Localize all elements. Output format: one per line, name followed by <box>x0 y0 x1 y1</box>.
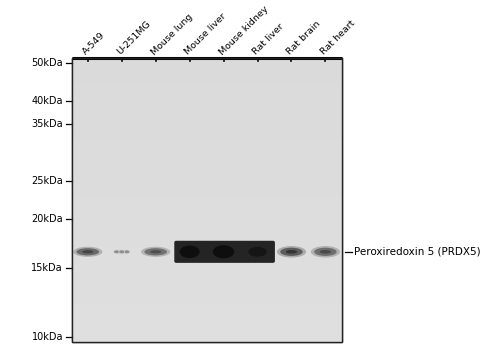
Bar <box>72 191 341 195</box>
Bar <box>72 153 341 158</box>
Bar <box>72 280 341 285</box>
Text: 20kDa: 20kDa <box>31 214 63 224</box>
Text: Mouse kidney: Mouse kidney <box>217 4 269 57</box>
FancyBboxPatch shape <box>174 241 274 263</box>
Bar <box>72 300 341 304</box>
Bar <box>72 125 341 129</box>
Text: 10kDa: 10kDa <box>31 332 63 342</box>
Text: A-549: A-549 <box>81 31 107 57</box>
Ellipse shape <box>314 248 336 256</box>
Bar <box>72 224 341 229</box>
Bar <box>72 262 341 266</box>
Bar <box>72 314 341 318</box>
Bar <box>72 332 341 337</box>
Ellipse shape <box>73 247 102 257</box>
Bar <box>72 115 341 120</box>
Ellipse shape <box>248 247 266 257</box>
Bar <box>72 176 341 181</box>
Text: 25kDa: 25kDa <box>31 176 63 186</box>
Ellipse shape <box>285 250 297 254</box>
Ellipse shape <box>212 245 234 258</box>
Bar <box>72 96 341 101</box>
Bar <box>72 233 341 238</box>
Bar <box>72 309 341 314</box>
Bar <box>72 276 341 280</box>
Bar <box>72 219 341 224</box>
Bar <box>72 101 341 106</box>
Bar <box>72 162 341 167</box>
Text: 40kDa: 40kDa <box>31 96 63 106</box>
Bar <box>72 77 341 82</box>
Text: Rat brain: Rat brain <box>285 20 321 57</box>
Bar <box>72 134 341 139</box>
Bar <box>72 58 341 63</box>
Bar <box>72 139 341 144</box>
Text: 15kDa: 15kDa <box>31 263 63 273</box>
Ellipse shape <box>310 246 339 258</box>
Bar <box>72 111 341 115</box>
Bar <box>72 144 341 148</box>
Bar <box>72 158 341 162</box>
Ellipse shape <box>124 250 129 253</box>
Bar <box>72 63 341 68</box>
Ellipse shape <box>76 248 99 256</box>
Bar <box>72 205 341 210</box>
Bar <box>72 318 341 323</box>
Text: Mouse liver: Mouse liver <box>183 12 227 57</box>
Bar <box>72 323 341 328</box>
Ellipse shape <box>114 250 119 253</box>
Ellipse shape <box>144 248 166 256</box>
Ellipse shape <box>141 247 170 257</box>
Bar <box>72 252 341 257</box>
Ellipse shape <box>276 246 305 258</box>
Bar <box>72 271 341 276</box>
Bar <box>72 290 341 294</box>
Bar <box>72 195 341 200</box>
Ellipse shape <box>179 246 199 258</box>
Bar <box>72 304 341 309</box>
Bar <box>72 285 341 290</box>
Bar <box>72 328 341 332</box>
Bar <box>72 91 341 96</box>
Bar <box>72 210 341 214</box>
Bar <box>72 129 341 134</box>
Ellipse shape <box>114 250 129 254</box>
Bar <box>72 238 341 243</box>
Bar <box>72 257 341 262</box>
Ellipse shape <box>119 250 124 253</box>
Bar <box>72 266 341 271</box>
Bar <box>72 73 341 77</box>
Bar <box>72 106 341 111</box>
Text: U-251MG: U-251MG <box>115 19 152 57</box>
Ellipse shape <box>112 249 131 255</box>
Bar <box>72 120 341 125</box>
Bar <box>72 247 341 252</box>
Text: Mouse lung: Mouse lung <box>149 12 194 57</box>
Bar <box>72 58 341 342</box>
Text: Peroxiredoxin 5 (PRDX5): Peroxiredoxin 5 (PRDX5) <box>353 247 480 257</box>
Bar <box>72 172 341 176</box>
Bar <box>72 294 341 300</box>
Bar <box>72 243 341 247</box>
Bar <box>72 229 341 233</box>
Bar <box>72 186 341 191</box>
Ellipse shape <box>150 250 161 253</box>
Ellipse shape <box>280 248 302 256</box>
Text: 35kDa: 35kDa <box>31 119 63 129</box>
Text: Rat heart: Rat heart <box>318 19 356 57</box>
Bar <box>72 148 341 153</box>
Bar <box>72 58 341 342</box>
Text: 50kDa: 50kDa <box>31 58 63 68</box>
Text: Rat liver: Rat liver <box>251 22 285 57</box>
Bar <box>72 214 341 219</box>
Bar <box>72 181 341 186</box>
Ellipse shape <box>82 250 93 253</box>
Ellipse shape <box>319 250 331 254</box>
Bar <box>72 68 341 73</box>
Bar <box>72 82 341 87</box>
Bar <box>72 200 341 205</box>
Bar <box>72 337 341 342</box>
Bar <box>72 87 341 91</box>
Bar <box>72 167 341 172</box>
